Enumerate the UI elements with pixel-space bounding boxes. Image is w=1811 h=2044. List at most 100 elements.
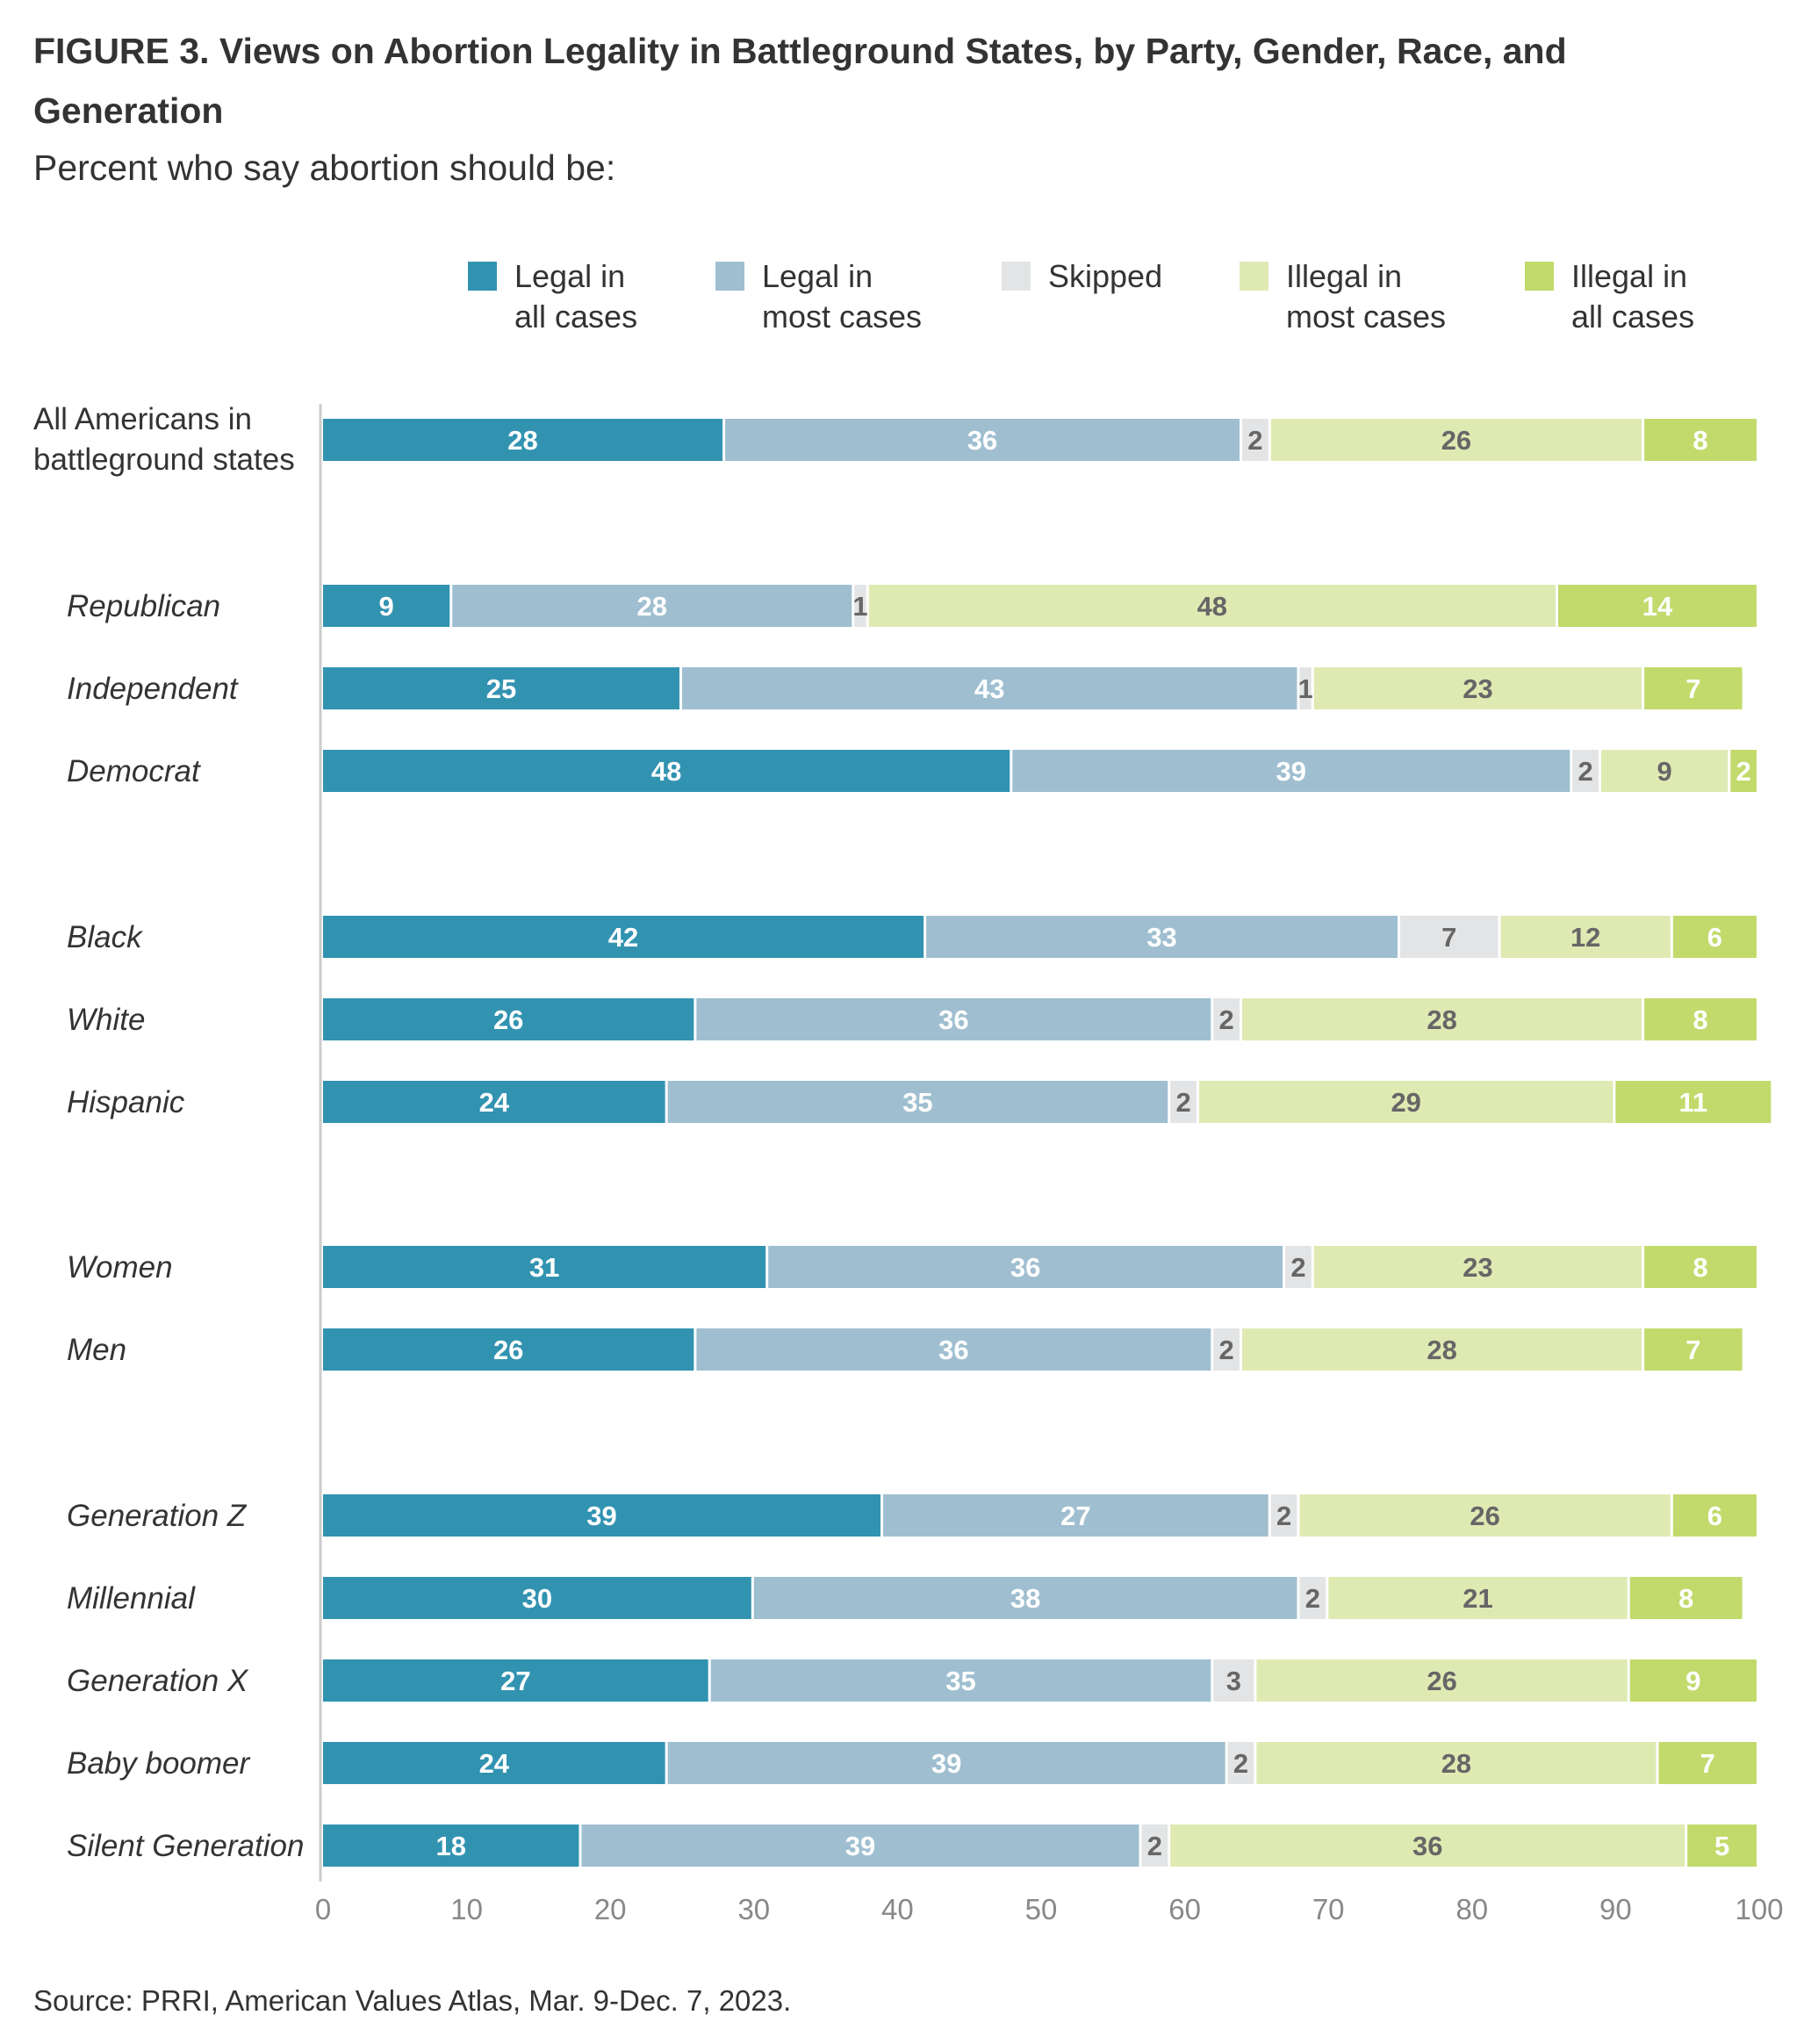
data-label: 2 bbox=[1219, 1335, 1234, 1365]
data-label: 26 bbox=[1470, 1501, 1499, 1531]
data-label: 26 bbox=[1427, 1666, 1456, 1696]
bar-segment bbox=[1213, 998, 1240, 1040]
data-label: 26 bbox=[493, 1335, 523, 1365]
x-tick-label: 40 bbox=[881, 1893, 914, 1925]
legend-swatch-illegal-all bbox=[1525, 262, 1554, 291]
bar-segment bbox=[1557, 585, 1757, 627]
source-note: Source: PRRI, American Values Atlas, Mar… bbox=[33, 1984, 792, 2017]
bar-segment bbox=[1687, 1824, 1757, 1867]
data-label: 24 bbox=[479, 1748, 510, 1779]
data-label: 2 bbox=[1175, 1087, 1190, 1118]
legend-item-illegal-all: Illegal in all cases bbox=[1525, 256, 1694, 337]
data-label: 28 bbox=[1441, 1748, 1471, 1779]
category-label: White bbox=[67, 1003, 145, 1037]
bar-segment bbox=[581, 1824, 1139, 1867]
category-label: Democrat bbox=[67, 754, 201, 788]
legend-item-skipped: Skipped bbox=[1002, 256, 1162, 297]
bar-segment bbox=[323, 1246, 766, 1288]
category-label: Women bbox=[67, 1250, 173, 1285]
bar-segment bbox=[1270, 419, 1642, 461]
bar-segment bbox=[710, 1659, 1211, 1702]
data-label: 7 bbox=[1685, 1335, 1700, 1365]
data-label: 2 bbox=[1147, 1831, 1162, 1861]
x-tick-label: 10 bbox=[450, 1893, 483, 1925]
bar-segment bbox=[1629, 1659, 1757, 1702]
bar-segment bbox=[1615, 1081, 1771, 1123]
bar-segment bbox=[1213, 1328, 1240, 1371]
bar-segment bbox=[1242, 998, 1642, 1040]
data-label: 7 bbox=[1700, 1748, 1715, 1779]
legend-label-illegal-all: Illegal in all cases bbox=[1571, 258, 1695, 335]
x-tick-label: 30 bbox=[737, 1893, 770, 1925]
category-label: Men bbox=[67, 1333, 126, 1367]
bar-segment bbox=[1227, 1742, 1254, 1784]
bar-segment bbox=[323, 1577, 751, 1619]
x-tick-label: 60 bbox=[1168, 1893, 1201, 1925]
data-label: 2 bbox=[1233, 1748, 1248, 1779]
legend-label-illegal-most: Illegal in most cases bbox=[1286, 258, 1447, 335]
category-label: Hispanic bbox=[67, 1085, 185, 1119]
legend-item-illegal-most: Illegal in most cases bbox=[1240, 256, 1446, 337]
bar-segment bbox=[1313, 1246, 1642, 1288]
data-label: 12 bbox=[1570, 922, 1600, 953]
bar-segment bbox=[1644, 1328, 1743, 1371]
data-label: 8 bbox=[1678, 1583, 1693, 1614]
bar-segment bbox=[1012, 750, 1570, 792]
data-label: 8 bbox=[1692, 425, 1707, 456]
bar-segment bbox=[667, 1081, 1168, 1123]
bar-segment bbox=[1500, 916, 1671, 958]
x-tick-label: 100 bbox=[1735, 1893, 1783, 1925]
data-label: 1 bbox=[852, 591, 867, 622]
x-tick-label: 80 bbox=[1455, 1893, 1488, 1925]
bar-segment bbox=[725, 419, 1240, 461]
bar-segment bbox=[323, 1742, 665, 1784]
data-label: 36 bbox=[938, 1335, 968, 1365]
bar-segment bbox=[452, 585, 852, 627]
bar-segment bbox=[1256, 1659, 1628, 1702]
bar-segment bbox=[696, 1328, 1211, 1371]
data-label: 18 bbox=[435, 1831, 465, 1861]
category-label: Generation X bbox=[67, 1664, 249, 1698]
data-label: 2 bbox=[1219, 1004, 1234, 1035]
bar-segment bbox=[1285, 1246, 1312, 1288]
bar-segment bbox=[1572, 750, 1599, 792]
legend-item-legal-most: Legal in most cases bbox=[715, 256, 922, 337]
legend-label-legal-most: Legal in most cases bbox=[762, 258, 923, 335]
data-label: 27 bbox=[500, 1666, 530, 1696]
data-label: 9 bbox=[378, 591, 393, 622]
data-label: 6 bbox=[1707, 922, 1722, 953]
bar-segment bbox=[696, 998, 1211, 1040]
bar-segment bbox=[1644, 419, 1757, 461]
bar-segment bbox=[323, 1328, 694, 1371]
data-label: 39 bbox=[586, 1501, 616, 1531]
data-label: 36 bbox=[938, 1004, 968, 1035]
chart-subtitle: Percent who say abortion should be: bbox=[33, 148, 616, 188]
bar-segment bbox=[1658, 1742, 1757, 1784]
data-label: 31 bbox=[529, 1252, 559, 1283]
x-tick-label: 90 bbox=[1599, 1893, 1632, 1925]
data-label: 23 bbox=[1462, 1252, 1492, 1283]
data-label: 42 bbox=[608, 922, 638, 953]
data-label: 2 bbox=[1305, 1583, 1320, 1614]
data-label: 36 bbox=[1010, 1252, 1040, 1283]
bar-segment bbox=[1730, 750, 1757, 792]
data-label: 36 bbox=[967, 425, 997, 456]
legend-label-skipped: Skipped bbox=[1048, 258, 1163, 294]
data-label: 3 bbox=[1226, 1666, 1241, 1696]
legend-swatch-skipped bbox=[1002, 262, 1031, 291]
data-label: 11 bbox=[1678, 1087, 1707, 1118]
category-label: Baby boomer bbox=[67, 1746, 251, 1781]
legend-swatch-illegal-most bbox=[1240, 262, 1268, 291]
data-label: 21 bbox=[1462, 1583, 1492, 1614]
data-label: 48 bbox=[1197, 591, 1227, 622]
bar-segment bbox=[323, 1824, 579, 1867]
bar-segment bbox=[323, 1659, 708, 1702]
chart-title: FIGURE 3. Views on Abortion Legality in … bbox=[33, 31, 1567, 131]
bar-segment bbox=[1299, 1494, 1671, 1537]
data-label: 28 bbox=[637, 591, 667, 622]
data-label: 9 bbox=[1685, 1666, 1700, 1696]
bar-segment bbox=[323, 585, 450, 627]
bar-segment bbox=[323, 1494, 881, 1537]
x-tick-label: 70 bbox=[1312, 1893, 1345, 1925]
bar-segment bbox=[1644, 1246, 1757, 1288]
